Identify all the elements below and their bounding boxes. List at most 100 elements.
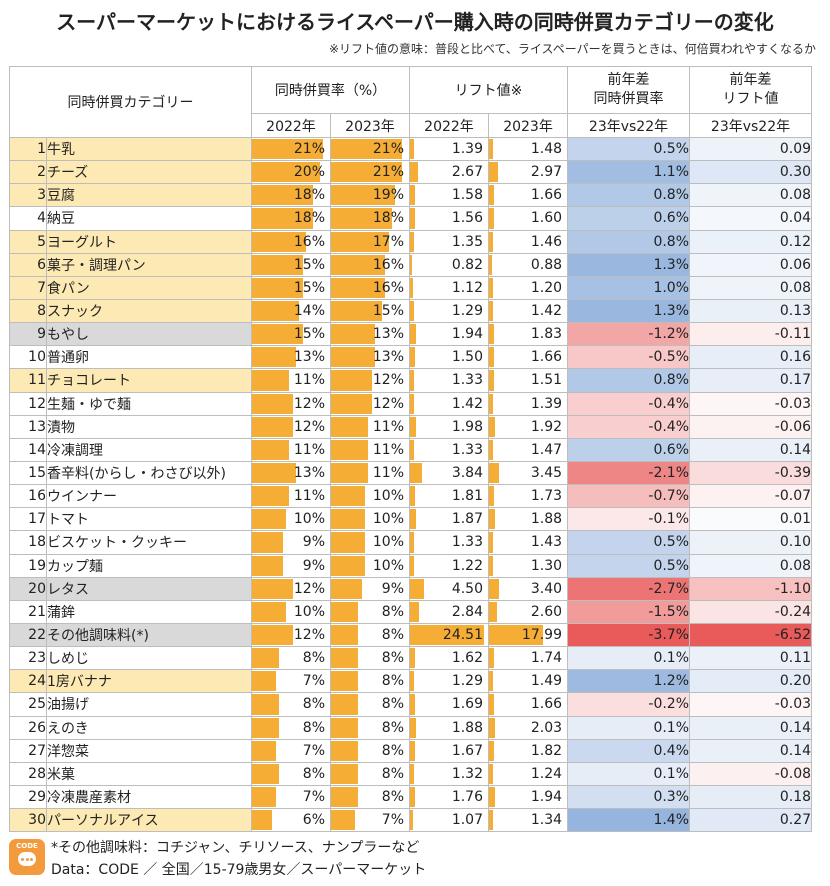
bar-value: 8% (381, 650, 404, 667)
bar-value: 24.51 (442, 627, 483, 644)
bar-fill (489, 462, 500, 484)
bar-fill (252, 300, 300, 322)
diff-rate-cell: 0.6% (567, 206, 691, 231)
bar-fill (410, 277, 414, 298)
bar-fill (252, 254, 303, 275)
bar-value: 3.84 (451, 465, 483, 482)
lift-2023-cell: 1.34 (487, 808, 569, 833)
bar-fill (252, 717, 280, 738)
bar-value: 12% (293, 627, 325, 644)
diff-lift-cell: -0.11 (689, 322, 813, 347)
bar-value: 1.46 (530, 233, 563, 250)
bar-fill (331, 671, 359, 692)
header-category: 同時併買カテゴリー (9, 66, 252, 138)
bar-value: 8% (302, 650, 325, 667)
diff-rate-cell: 0.1% (567, 646, 691, 671)
bar-fill (410, 486, 416, 507)
category-cell: 豆腐 (46, 183, 252, 208)
lift-2023-cell: 1.46 (487, 229, 569, 254)
diff-rate-cell: 0.3% (567, 784, 691, 810)
bar-fill (331, 601, 359, 622)
rank-cell: 19 (9, 553, 47, 578)
rate-2023-cell: 11% (330, 437, 410, 462)
bar-fill (252, 277, 303, 298)
bar-value: 1.39 (530, 395, 563, 412)
table-row: 11 チョコレート 11% 12% 1.33 1.51 0.8% 0.17 (9, 368, 813, 393)
footnote: *その他調味料：コチジャン、チリソース、ナンプラーなど (51, 840, 420, 856)
bar-fill (410, 671, 414, 692)
bar-fill (489, 671, 494, 692)
diff-rate-cell: -0.4% (567, 414, 691, 439)
bar-fill (489, 740, 495, 761)
rank-cell: 16 (9, 484, 47, 509)
diff-lift-cell: -0.06 (689, 414, 813, 439)
bar-fill (331, 347, 376, 368)
bar-fill (331, 277, 386, 298)
rate-2022-cell: 6% (251, 808, 331, 833)
lift-2023-cell: 1.30 (487, 553, 569, 578)
rate-2022-cell: 21% (251, 136, 331, 162)
bar-value: 8% (302, 719, 325, 736)
lift-2022-cell: 1.62 (409, 646, 489, 671)
table-row: 20 レタス 12% 9% 4.50 3.40 -2.7% -1.10 (9, 576, 813, 601)
bar-fill (252, 694, 280, 715)
table-row: 14 冷凍調理 11% 11% 1.33 1.47 0.6% 0.14 (9, 437, 813, 462)
bar-fill (489, 162, 498, 183)
diff-lift-cell: 0.14 (689, 437, 813, 462)
table-row: 27 洋惣菜 7% 8% 1.67 1.82 0.4% 0.14 (9, 738, 813, 763)
bar-fill (331, 740, 359, 761)
rank-cell: 26 (9, 715, 47, 740)
lift-2022-cell: 1.87 (409, 507, 489, 532)
diff-rate-cell: 0.4% (567, 738, 691, 763)
bar-value: 2.67 (451, 164, 483, 181)
bar-value: 1.76 (451, 789, 483, 805)
rank-cell: 12 (9, 391, 47, 416)
lift-2022-cell: 1.33 (409, 368, 489, 393)
lift-2022-cell: 1.58 (409, 183, 489, 208)
bar-value: 18% (372, 210, 404, 227)
bar-value: 1.94 (530, 789, 563, 805)
bar-value: 1.82 (530, 742, 563, 759)
table-row: 16 ウインナー 11% 10% 1.81 1.73 -0.7% -0.07 (9, 484, 813, 509)
bar-fill (410, 462, 422, 484)
rate-2023-cell: 11% (330, 414, 410, 439)
bar-value: 1.74 (530, 650, 563, 667)
bar-value: 13% (372, 349, 404, 366)
bar-value: 1.42 (451, 395, 483, 412)
bar-fill (489, 277, 493, 298)
bar-fill (410, 208, 415, 229)
rank-cell: 24 (9, 669, 47, 694)
bar-fill (489, 370, 494, 391)
lift-2023-cell: 3.45 (487, 460, 569, 486)
diff-rate-cell: -0.5% (567, 345, 691, 370)
diff-lift-cell: 0.14 (689, 715, 813, 740)
bar-value: 0.88 (530, 256, 563, 273)
bar-value: 2.60 (530, 603, 563, 620)
diff-lift-cell: -0.08 (689, 761, 813, 786)
header-lift-2023: 2023年 (487, 113, 569, 138)
lift-2023-cell: 1.48 (487, 136, 569, 162)
rate-2023-cell: 16% (330, 275, 410, 300)
category-cell: しめじ (46, 646, 252, 671)
diff-rate-cell: 0.8% (567, 183, 691, 208)
bar-value: 1.39 (451, 141, 483, 158)
rate-2023-cell: 13% (330, 345, 410, 370)
bar-fill (489, 324, 495, 345)
logo-label: CODE (16, 842, 38, 850)
bar-value: 21% (372, 164, 404, 181)
bar-fill (252, 185, 314, 206)
rank-cell: 29 (9, 784, 47, 810)
bar-value: 7% (381, 812, 404, 829)
bar-fill (410, 324, 416, 345)
bar-fill (489, 300, 494, 322)
bar-value: 1.56 (451, 210, 483, 227)
category-cell: チョコレート (46, 368, 252, 393)
bar-value: 2.03 (530, 719, 563, 736)
bar-value: 13% (293, 349, 325, 366)
bar-fill (331, 555, 365, 576)
bar-fill (331, 810, 355, 831)
bar-fill (410, 185, 415, 206)
diff-lift-cell: 0.30 (689, 160, 813, 185)
bar-fill (489, 601, 497, 622)
rank-cell: 11 (9, 368, 47, 393)
